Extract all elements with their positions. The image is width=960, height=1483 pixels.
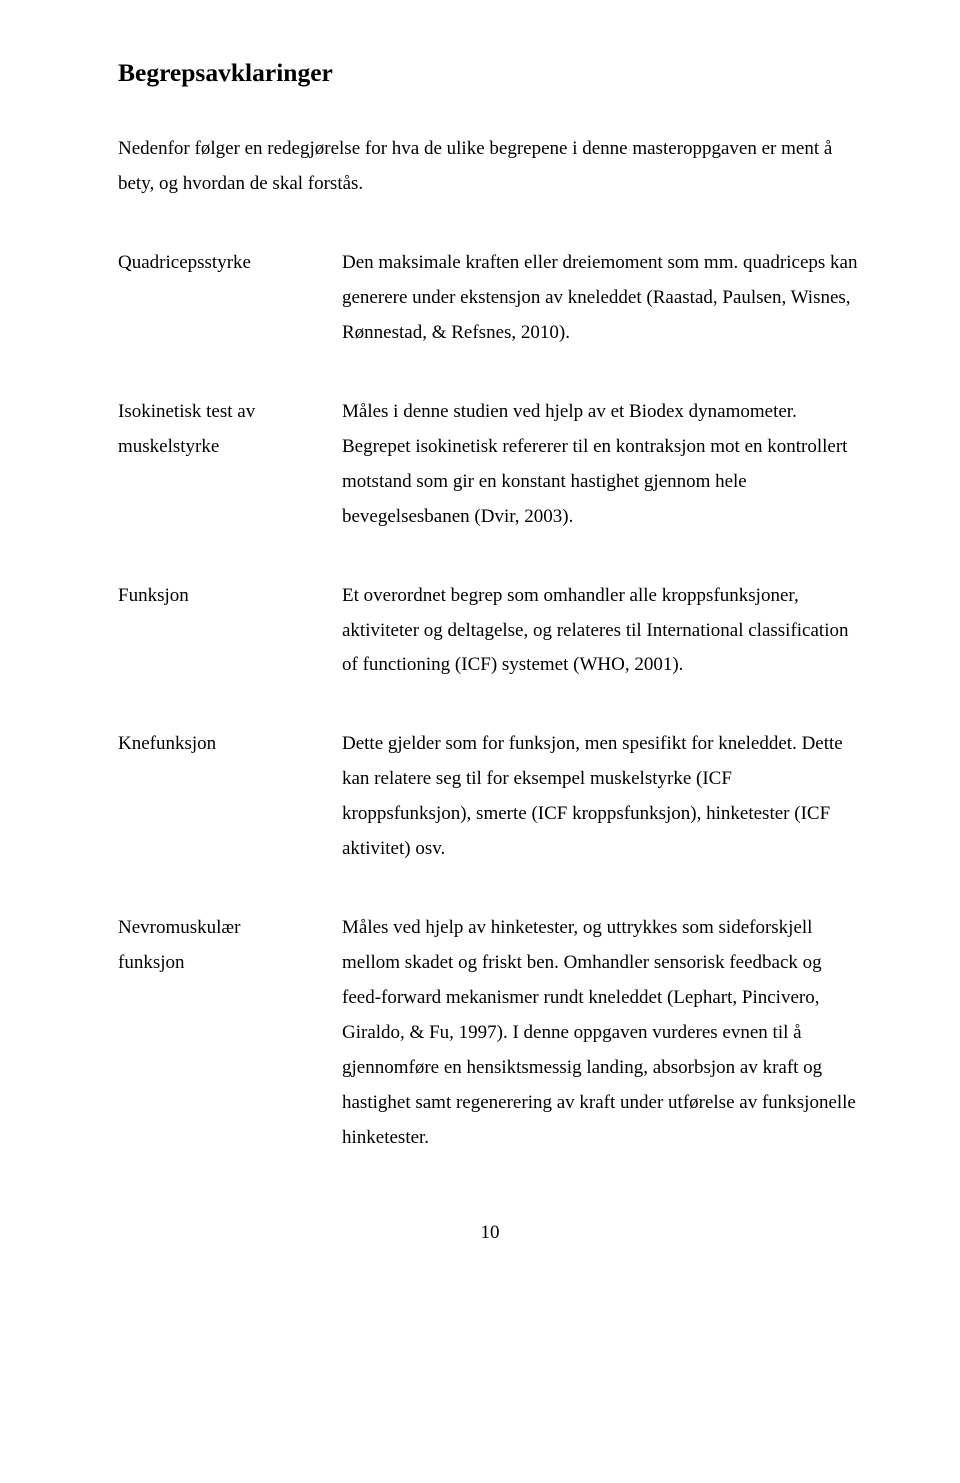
term-line: Knefunksjon [118,727,342,762]
definition-term: Funksjon [118,579,342,614]
definition-text: Måles ved hjelp av hinketester, og uttry… [342,911,862,1156]
definition-term: Knefunksjon [118,727,342,762]
definition-text: Et overordnet begrep som omhandler alle … [342,579,862,684]
intro-paragraph: Nedenfor følger en redegjørelse for hva … [118,132,862,202]
term-line: Quadricepsstyrke [118,246,342,281]
definition-text: Måles i denne studien ved hjelp av et Bi… [342,395,862,535]
page-number: 10 [118,1222,862,1244]
term-line: Nevromuskulær [118,911,342,946]
term-line: Funksjon [118,579,342,614]
definition-term: Isokinetisk test av muskelstyrke [118,395,342,465]
page-container: Begrepsavklaringer Nedenfor følger en re… [0,0,960,1284]
definition-entry: Quadricepsstyrke Den maksimale kraften e… [118,246,862,351]
definition-term: Quadricepsstyrke [118,246,342,281]
definition-entry: Knefunksjon Dette gjelder som for funksj… [118,727,862,867]
definition-list: Quadricepsstyrke Den maksimale kraften e… [118,246,862,1200]
term-line: Isokinetisk test av [118,395,342,430]
definition-entry: Nevromuskulær funksjon Måles ved hjelp a… [118,911,862,1156]
page-heading: Begrepsavklaringer [118,58,862,88]
term-line: muskelstyrke [118,430,342,465]
definition-entry: Funksjon Et overordnet begrep som omhand… [118,579,862,684]
term-line: funksjon [118,946,342,981]
definition-term: Nevromuskulær funksjon [118,911,342,981]
definition-entry: Isokinetisk test av muskelstyrke Måles i… [118,395,862,535]
definition-text: Den maksimale kraften eller dreiemoment … [342,246,862,351]
definition-text: Dette gjelder som for funksjon, men spes… [342,727,862,867]
